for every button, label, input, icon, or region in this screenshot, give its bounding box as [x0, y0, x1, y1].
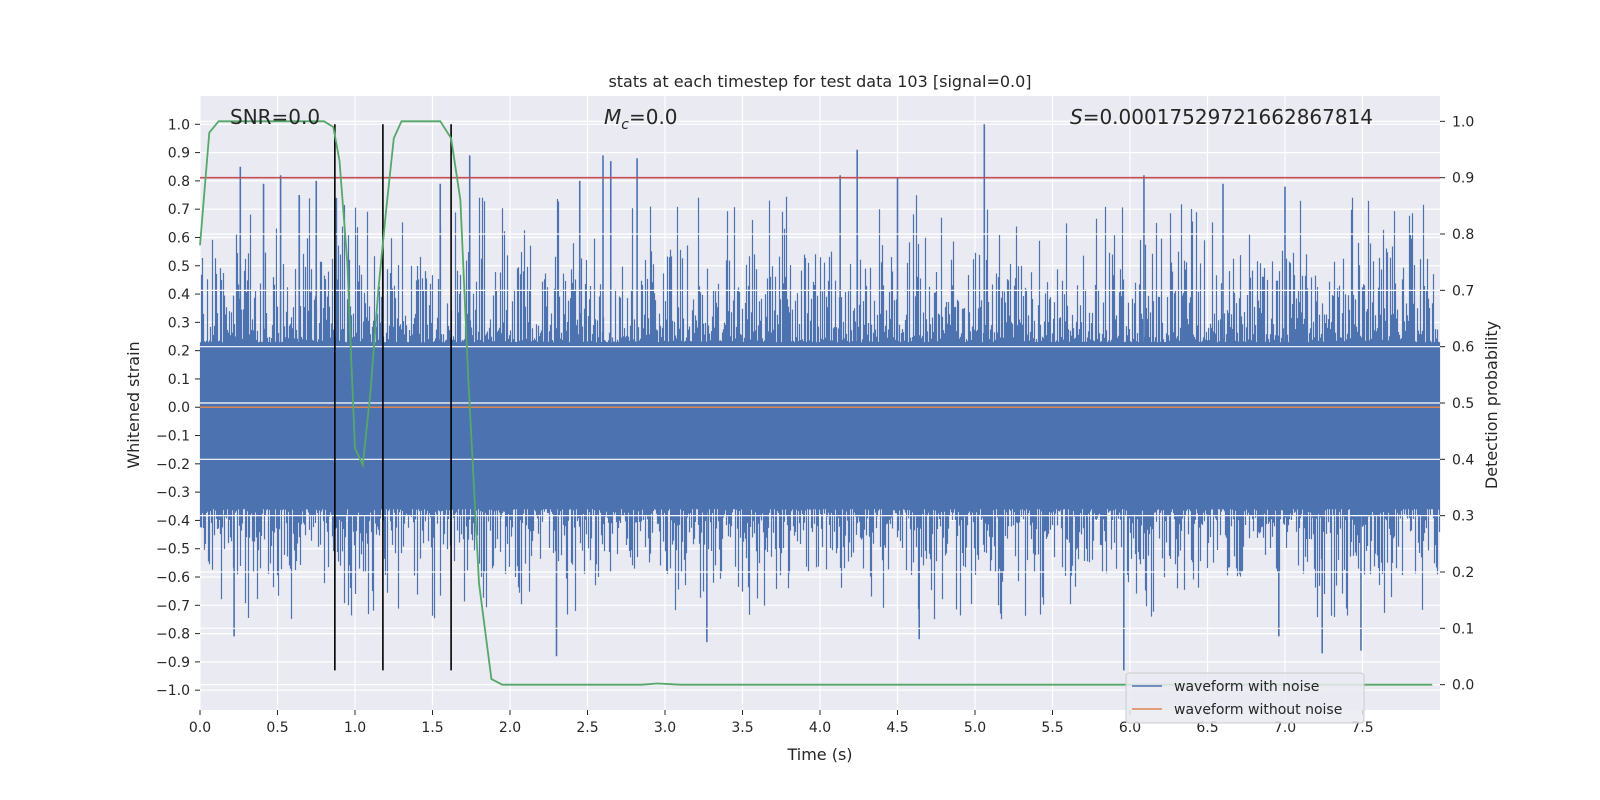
- y-right-tick-label: 0.5: [1452, 396, 1474, 412]
- y-right-tick-label: 1.0: [1452, 114, 1474, 130]
- snr-annotation: SNR=0.0: [230, 105, 320, 129]
- y-right-tick-label: 0.8: [1452, 227, 1474, 243]
- x-tick-label: 5.5: [1041, 720, 1063, 736]
- y-right-axis-ticks: 1.0 0.9 0.8 0.7 0.6 0.5 0.4 0.3 0.2 0.1 0.0: [1440, 114, 1474, 694]
- y-tick-label: −0.8: [156, 627, 190, 643]
- y-right-tick-label: 0.4: [1452, 452, 1474, 468]
- y-tick-label: 0.1: [168, 372, 190, 388]
- chart-title: stats at each timestep for test data 103…: [608, 72, 1031, 91]
- x-axis-label: Time (s): [786, 745, 852, 764]
- x-tick-label: 1.0: [344, 720, 366, 736]
- legend: waveform with noise waveform without noi…: [1125, 672, 1365, 724]
- y-tick-label: −0.4: [156, 513, 190, 529]
- x-tick-label: 3.0: [654, 720, 676, 736]
- y-tick-label: 0.4: [168, 287, 190, 303]
- x-tick-label: 2.0: [499, 720, 521, 736]
- y-tick-label: 0.2: [168, 344, 190, 360]
- x-tick-label: 6.5: [1196, 720, 1218, 736]
- y-right-axis-label: Detection probability: [1482, 321, 1501, 489]
- y-right-tick-label: 0.6: [1452, 340, 1474, 356]
- y-tick-label: 0.3: [168, 315, 190, 331]
- y-tick-label: −0.3: [156, 485, 190, 501]
- noise-core-band: [200, 344, 1440, 507]
- s-symbol: S: [1070, 105, 1083, 129]
- y-tick-label: 0.6: [168, 230, 190, 246]
- y-tick-label: 0.7: [168, 202, 190, 218]
- x-tick-label: 4.0: [809, 720, 831, 736]
- mc-symbol: M: [604, 105, 621, 129]
- y-right-tick-label: 0.9: [1452, 171, 1474, 187]
- x-tick-label: 4.5: [886, 720, 908, 736]
- y-tick-label: 0.9: [168, 146, 190, 162]
- x-tick-label: 5.0: [964, 720, 986, 736]
- y-tick-label: 0.0: [168, 400, 190, 416]
- y-right-tick-label: 0.2: [1452, 565, 1474, 581]
- y-tick-label: −0.7: [156, 598, 190, 614]
- y-right-tick-label: 0.3: [1452, 509, 1474, 525]
- y-right-tick-label: 0.0: [1452, 678, 1474, 694]
- legend-label-noise: waveform with noise: [1174, 679, 1319, 695]
- x-tick-label: 3.5: [731, 720, 753, 736]
- y-axis-ticks: 1.0 0.9 0.8 0.7 0.6 0.5 0.4 0.3 0.2 0.1 0.0 −0.1 −0.…: [156, 117, 200, 699]
- legend-label-clean: waveform without noise: [1174, 702, 1342, 718]
- detection-probability-line: [199, 120, 1433, 686]
- x-tick-label: 0.0: [189, 720, 211, 736]
- y-tick-label: 1.0: [168, 117, 190, 133]
- s-value: =0.00017529721662867814: [1083, 105, 1373, 129]
- legend-frame: [1125, 672, 1365, 724]
- x-tick-label: 0.5: [266, 720, 288, 736]
- y-tick-label: 0.8: [168, 174, 190, 190]
- y-tick-label: −0.1: [156, 429, 190, 445]
- x-tick-label: 1.5: [421, 720, 443, 736]
- mc-subscript: c: [621, 117, 629, 133]
- x-tick-label: 2.5: [576, 720, 598, 736]
- y-tick-label: −0.5: [156, 542, 190, 558]
- x-tick-label: 7.5: [1351, 720, 1373, 736]
- y-tick-label: −0.2: [156, 457, 190, 473]
- mc-annotation: Mc=0.0: [604, 105, 678, 133]
- x-tick-label: 6.0: [1119, 720, 1141, 736]
- y-tick-label: −0.9: [156, 655, 190, 671]
- y-right-tick-label: 0.7: [1452, 283, 1474, 299]
- x-tick-label: 7.0: [1274, 720, 1296, 736]
- y-tick-label: −0.6: [156, 570, 190, 586]
- mc-value: =0.0: [629, 105, 678, 129]
- y-tick-label: 0.5: [168, 259, 190, 275]
- noise-series: [199, 124, 1441, 671]
- y-axis-label: Whitened strain: [124, 341, 143, 468]
- x-axis-ticks: 0.0 0.5 1.0 1.5 2.0 2.5 3.0 3.5 4.0 4.5 5.0 5.5 6.0 6…: [189, 710, 1374, 736]
- y-tick-label: −1.0: [156, 683, 190, 699]
- s-annotation: S=0.00017529721662867814: [1070, 105, 1373, 129]
- y-right-tick-label: 0.1: [1452, 621, 1474, 637]
